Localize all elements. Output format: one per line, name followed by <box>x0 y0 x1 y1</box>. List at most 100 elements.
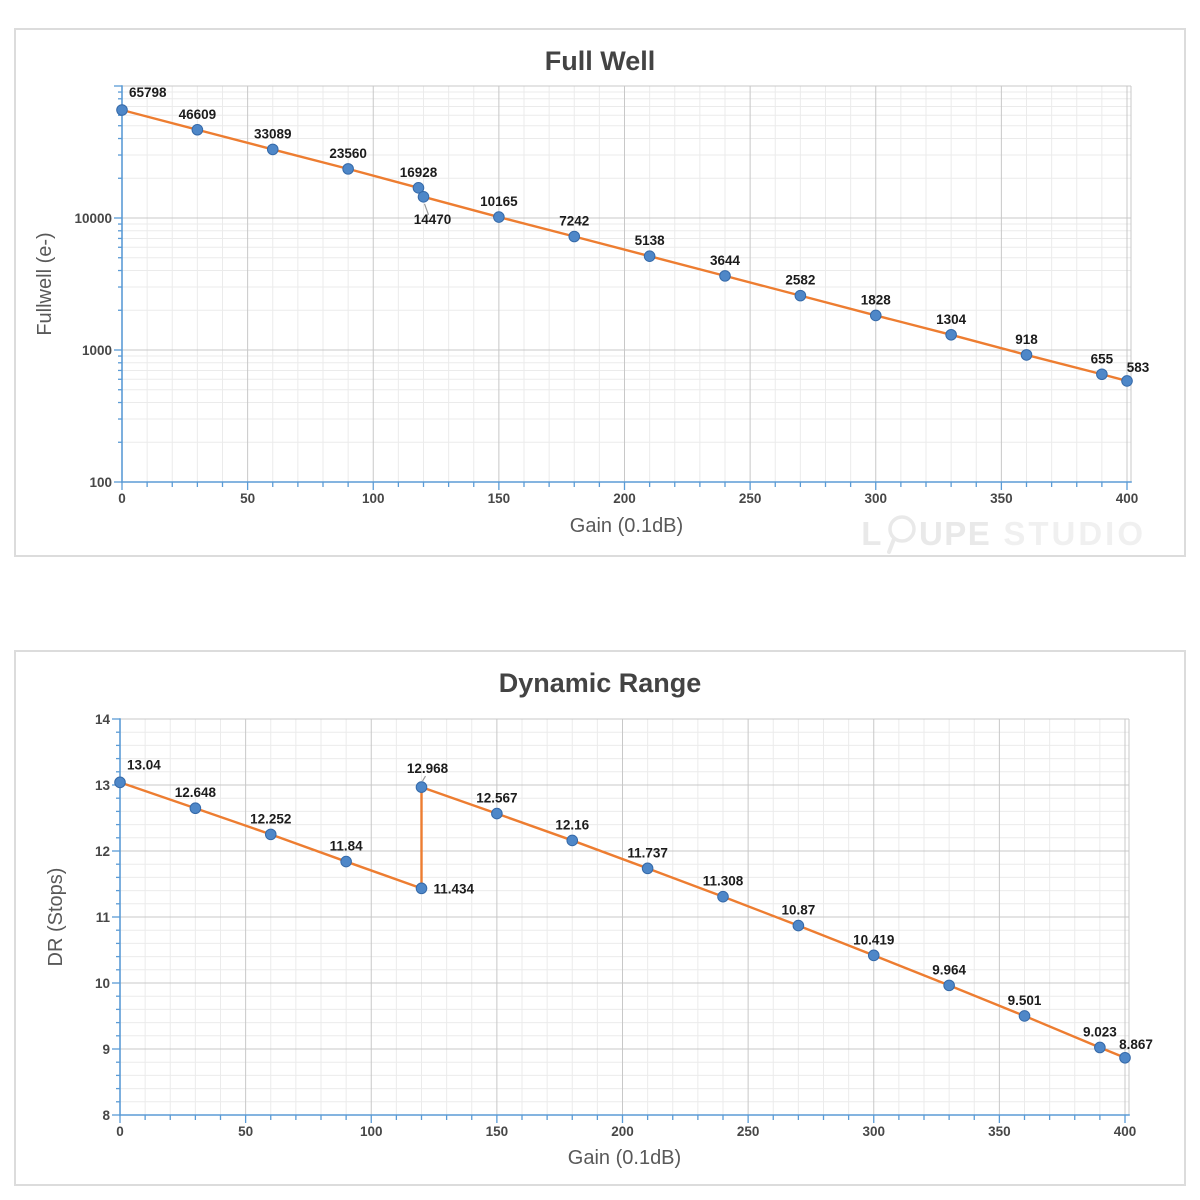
x-axis-title: Gain (0.1dB) <box>568 1147 681 1169</box>
data-label: 23560 <box>329 146 367 161</box>
svg-text:0: 0 <box>116 1124 124 1139</box>
data-points <box>116 104 1133 387</box>
data-point <box>869 309 882 322</box>
svg-text:350: 350 <box>990 491 1013 506</box>
data-point <box>491 807 503 820</box>
data-label: 918 <box>1015 332 1038 347</box>
data-label: 13.04 <box>127 757 161 772</box>
data-point <box>191 123 204 136</box>
svg-text:1000: 1000 <box>82 343 112 358</box>
y-axis-title: Fullwell (e-) <box>34 232 56 335</box>
data-label: 11.308 <box>703 874 744 889</box>
data-label: 12.567 <box>476 791 517 806</box>
data-point <box>189 802 202 815</box>
svg-text:400: 400 <box>1114 1124 1137 1139</box>
data-label: 11.434 <box>434 881 475 896</box>
data-label: 12.648 <box>175 785 217 800</box>
data-point <box>945 328 957 341</box>
axes <box>121 85 1132 483</box>
svg-text:8: 8 <box>102 1108 110 1123</box>
data-label: 65798 <box>129 85 167 100</box>
svg-text:100: 100 <box>89 475 112 490</box>
data-label: 11.737 <box>627 845 668 860</box>
chart-title: Dynamic Range <box>499 668 702 698</box>
chart-title: Full Well <box>545 46 656 76</box>
data-point <box>566 834 579 847</box>
svg-text:150: 150 <box>486 1124 509 1139</box>
full-well-chart: 65798 46609 33089 23560 16928 14470 10165 7242 5… <box>34 46 1150 537</box>
x-tick-labels: 0 50 100 150 200 250 300 350 400 <box>118 491 1138 506</box>
data-label: 1304 <box>936 312 967 327</box>
series-line <box>118 781 1127 1059</box>
data-point <box>1020 349 1033 361</box>
data-point <box>1094 1041 1106 1054</box>
data-label: 10.419 <box>853 932 894 947</box>
label-leader-lines <box>421 775 427 782</box>
svg-text:200: 200 <box>611 1124 634 1139</box>
data-point <box>719 270 731 282</box>
data-label: 33089 <box>254 126 292 141</box>
data-point <box>415 882 428 895</box>
data-label: 9.964 <box>932 962 966 977</box>
svg-text:50: 50 <box>240 491 255 506</box>
svg-text:250: 250 <box>737 1124 760 1139</box>
full-well-chart-panel: 65798 46609 33089 23560 16928 14470 10165 7242 5… <box>14 28 1186 557</box>
data-label: 12.252 <box>250 811 291 826</box>
axis-ticks <box>112 718 1126 1123</box>
series-line <box>120 108 1129 383</box>
data-label: 12.968 <box>407 761 449 776</box>
data-label: 2582 <box>785 273 815 288</box>
data-label: 9.501 <box>1008 993 1042 1008</box>
svg-text:100: 100 <box>362 491 385 506</box>
data-label: 7242 <box>559 213 589 228</box>
data-point <box>412 182 425 194</box>
data-point <box>943 979 955 992</box>
dynamic-range-chart-panel: 13.04 12.648 12.252 11.84 11.434 12.968 12.567… <box>14 650 1186 1186</box>
data-label: 14470 <box>414 212 452 227</box>
x-axis-title: Gain (0.1dB) <box>570 515 683 537</box>
svg-text:10: 10 <box>95 976 110 991</box>
data-label: 16928 <box>400 165 438 180</box>
data-label: 46609 <box>179 107 217 122</box>
data-labels: 13.04 12.648 12.252 11.84 11.434 12.968 12.567… <box>127 757 1153 1051</box>
data-point <box>493 211 505 223</box>
data-point <box>342 163 354 175</box>
svg-text:350: 350 <box>988 1124 1011 1139</box>
x-tick-labels: 0 50 100 150 200 250 300 350 400 <box>116 1124 1136 1139</box>
data-point <box>643 250 656 262</box>
grid-major <box>120 718 1129 1115</box>
data-point <box>792 919 805 932</box>
data-point <box>114 776 126 789</box>
data-point <box>116 104 128 116</box>
svg-text:250: 250 <box>739 491 762 506</box>
data-label: 10165 <box>480 194 518 209</box>
data-point <box>1119 1051 1131 1064</box>
svg-text:9: 9 <box>102 1042 110 1057</box>
svg-text:300: 300 <box>864 491 887 506</box>
svg-text:50: 50 <box>238 1124 253 1139</box>
svg-text:100: 100 <box>360 1124 383 1139</box>
data-point <box>717 890 729 903</box>
svg-text:200: 200 <box>613 491 636 506</box>
data-point <box>266 143 279 156</box>
data-point <box>794 289 807 302</box>
grid-major <box>122 85 1131 482</box>
data-point <box>1121 375 1133 387</box>
svg-text:400: 400 <box>1116 491 1139 506</box>
svg-text:150: 150 <box>488 491 511 506</box>
dynamic-range-chart: 13.04 12.648 12.252 11.84 11.434 12.968 12.567… <box>45 668 1153 1169</box>
svg-text:12: 12 <box>95 844 110 859</box>
svg-text:10000: 10000 <box>74 211 112 226</box>
data-points <box>114 776 1131 1064</box>
data-point <box>641 862 654 875</box>
data-label: 1828 <box>861 292 892 307</box>
axis-ticks <box>114 85 1128 490</box>
data-label: 12.16 <box>555 817 589 832</box>
data-label: 11.84 <box>330 839 364 854</box>
svg-text:0: 0 <box>118 491 126 506</box>
data-point <box>264 828 277 841</box>
grid-minor <box>122 86 1131 482</box>
data-point <box>417 191 430 203</box>
data-label: 583 <box>1127 360 1150 375</box>
